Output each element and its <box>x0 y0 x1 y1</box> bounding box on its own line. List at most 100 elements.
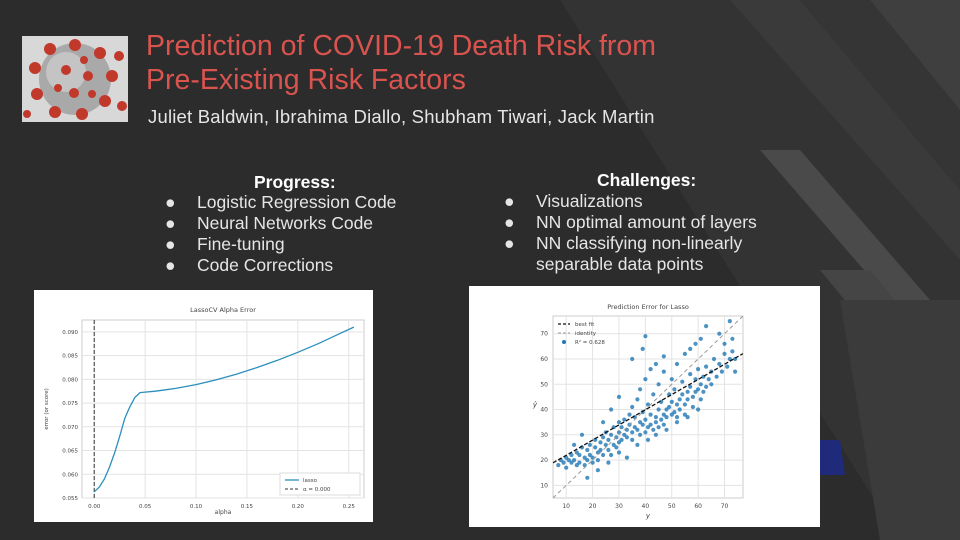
data-point <box>730 336 735 341</box>
data-point <box>719 369 724 374</box>
data-point <box>598 447 603 453</box>
y-tick-label: 70 <box>540 331 548 338</box>
data-point <box>577 452 582 458</box>
data-point <box>696 387 701 392</box>
data-point <box>635 442 640 447</box>
data-point <box>653 361 658 367</box>
data-point <box>674 361 680 367</box>
data-point <box>733 369 738 374</box>
data-point <box>648 412 653 417</box>
data-point <box>698 382 703 387</box>
data-point <box>680 379 685 384</box>
data-point <box>672 387 677 392</box>
x-tick-label: 70 <box>721 503 729 510</box>
data-point <box>704 364 709 369</box>
data-point <box>556 463 561 468</box>
data-point <box>669 412 674 417</box>
data-point <box>574 463 579 468</box>
data-point <box>622 417 627 422</box>
x-tick-label: 0.15 <box>241 504 254 510</box>
data-point <box>698 336 703 341</box>
data-point <box>640 346 645 351</box>
y-tick-label: 20 <box>540 457 548 464</box>
data-point <box>643 334 648 339</box>
progress-item: ● Logistic Regression Code <box>165 192 396 213</box>
data-point <box>688 384 693 389</box>
data-point <box>616 420 622 425</box>
data-point <box>653 420 658 425</box>
lasso-alpha-chart: 0.00 0.05 0.10 0.15 0.20 0.25 0.055 0.060 0.065 0… <box>44 306 365 516</box>
x-tick-label: 0.05 <box>139 504 152 510</box>
data-point <box>677 397 682 402</box>
bullet-icon: ● <box>165 213 176 233</box>
x-tick-label: 40 <box>642 503 650 510</box>
data-point <box>601 452 606 458</box>
data-point <box>643 417 648 422</box>
data-point <box>593 445 598 450</box>
progress-list: ● Logistic Regression Code ● Neural Networ… <box>165 192 396 276</box>
y-tick-label: 0.070 <box>62 425 78 431</box>
y-tick-label: 30 <box>540 432 548 439</box>
data-point <box>690 404 695 410</box>
legend-label-best-fit: best fit <box>575 322 595 328</box>
data-point <box>706 377 711 382</box>
data-point <box>653 415 658 420</box>
legend-label-r2: R² = 0.628 <box>575 339 605 346</box>
data-point <box>730 349 735 354</box>
data-point <box>616 440 622 445</box>
data-point <box>656 382 661 387</box>
data-point <box>698 397 703 402</box>
authors: Juliet Baldwin, Ibrahima Diallo, Shubham… <box>148 106 655 127</box>
data-point <box>704 384 709 389</box>
data-point <box>688 346 693 351</box>
data-point <box>566 458 571 463</box>
progress-item-label: Code Corrections <box>197 255 334 275</box>
data-point <box>630 437 635 442</box>
data-point <box>590 460 595 465</box>
data-point <box>569 452 574 458</box>
data-point <box>630 430 635 435</box>
data-point <box>630 356 635 362</box>
x-tick-label: 20 <box>589 503 597 510</box>
x-tick-label: 0.00 <box>88 504 101 510</box>
data-point <box>638 432 643 437</box>
y-tick-label: 0.065 <box>62 449 78 455</box>
data-point <box>709 382 714 387</box>
data-point <box>609 432 614 437</box>
bullet-icon: ● <box>504 212 515 232</box>
data-point <box>643 377 648 382</box>
y-axis-label: error (or score) <box>44 388 50 430</box>
y-tick-label: 0.090 <box>62 330 78 336</box>
data-point <box>630 404 635 410</box>
x-tick-label: 0.10 <box>190 504 203 510</box>
prediction-error-plot: 10 20 30 40 50 60 70 10 20 30 40 50 60 70 Prediction E… <box>469 286 820 527</box>
data-point <box>677 407 682 412</box>
legend-label-lasso: lasso <box>303 478 318 484</box>
data-point <box>722 341 727 346</box>
data-point <box>648 367 653 372</box>
data-point <box>693 389 698 394</box>
data-point <box>616 450 622 455</box>
legend-label-alpha: α = 0.000 <box>303 487 331 493</box>
data-point <box>717 331 722 336</box>
data-point <box>648 422 653 427</box>
data-point <box>722 351 727 356</box>
challenges-heading: Challenges: <box>597 170 697 190</box>
y-tick-label: 10 <box>540 482 548 489</box>
y-tick-label: 0.060 <box>62 472 78 478</box>
data-point <box>609 452 614 458</box>
data-point <box>579 432 585 437</box>
data-point <box>717 361 722 367</box>
data-point <box>645 425 651 430</box>
data-point <box>651 427 656 432</box>
bullet-icon: ● <box>165 234 176 254</box>
data-point <box>645 437 651 442</box>
y-tick-label: 0.075 <box>62 401 78 407</box>
data-point <box>587 452 592 458</box>
challenge-item: ● Visualizations <box>504 191 757 212</box>
data-point <box>616 394 622 399</box>
y-tick-label: 40 <box>540 407 548 414</box>
y-tick-label: 50 <box>540 381 548 388</box>
bullet-icon: ● <box>504 233 515 253</box>
data-point <box>688 372 693 377</box>
